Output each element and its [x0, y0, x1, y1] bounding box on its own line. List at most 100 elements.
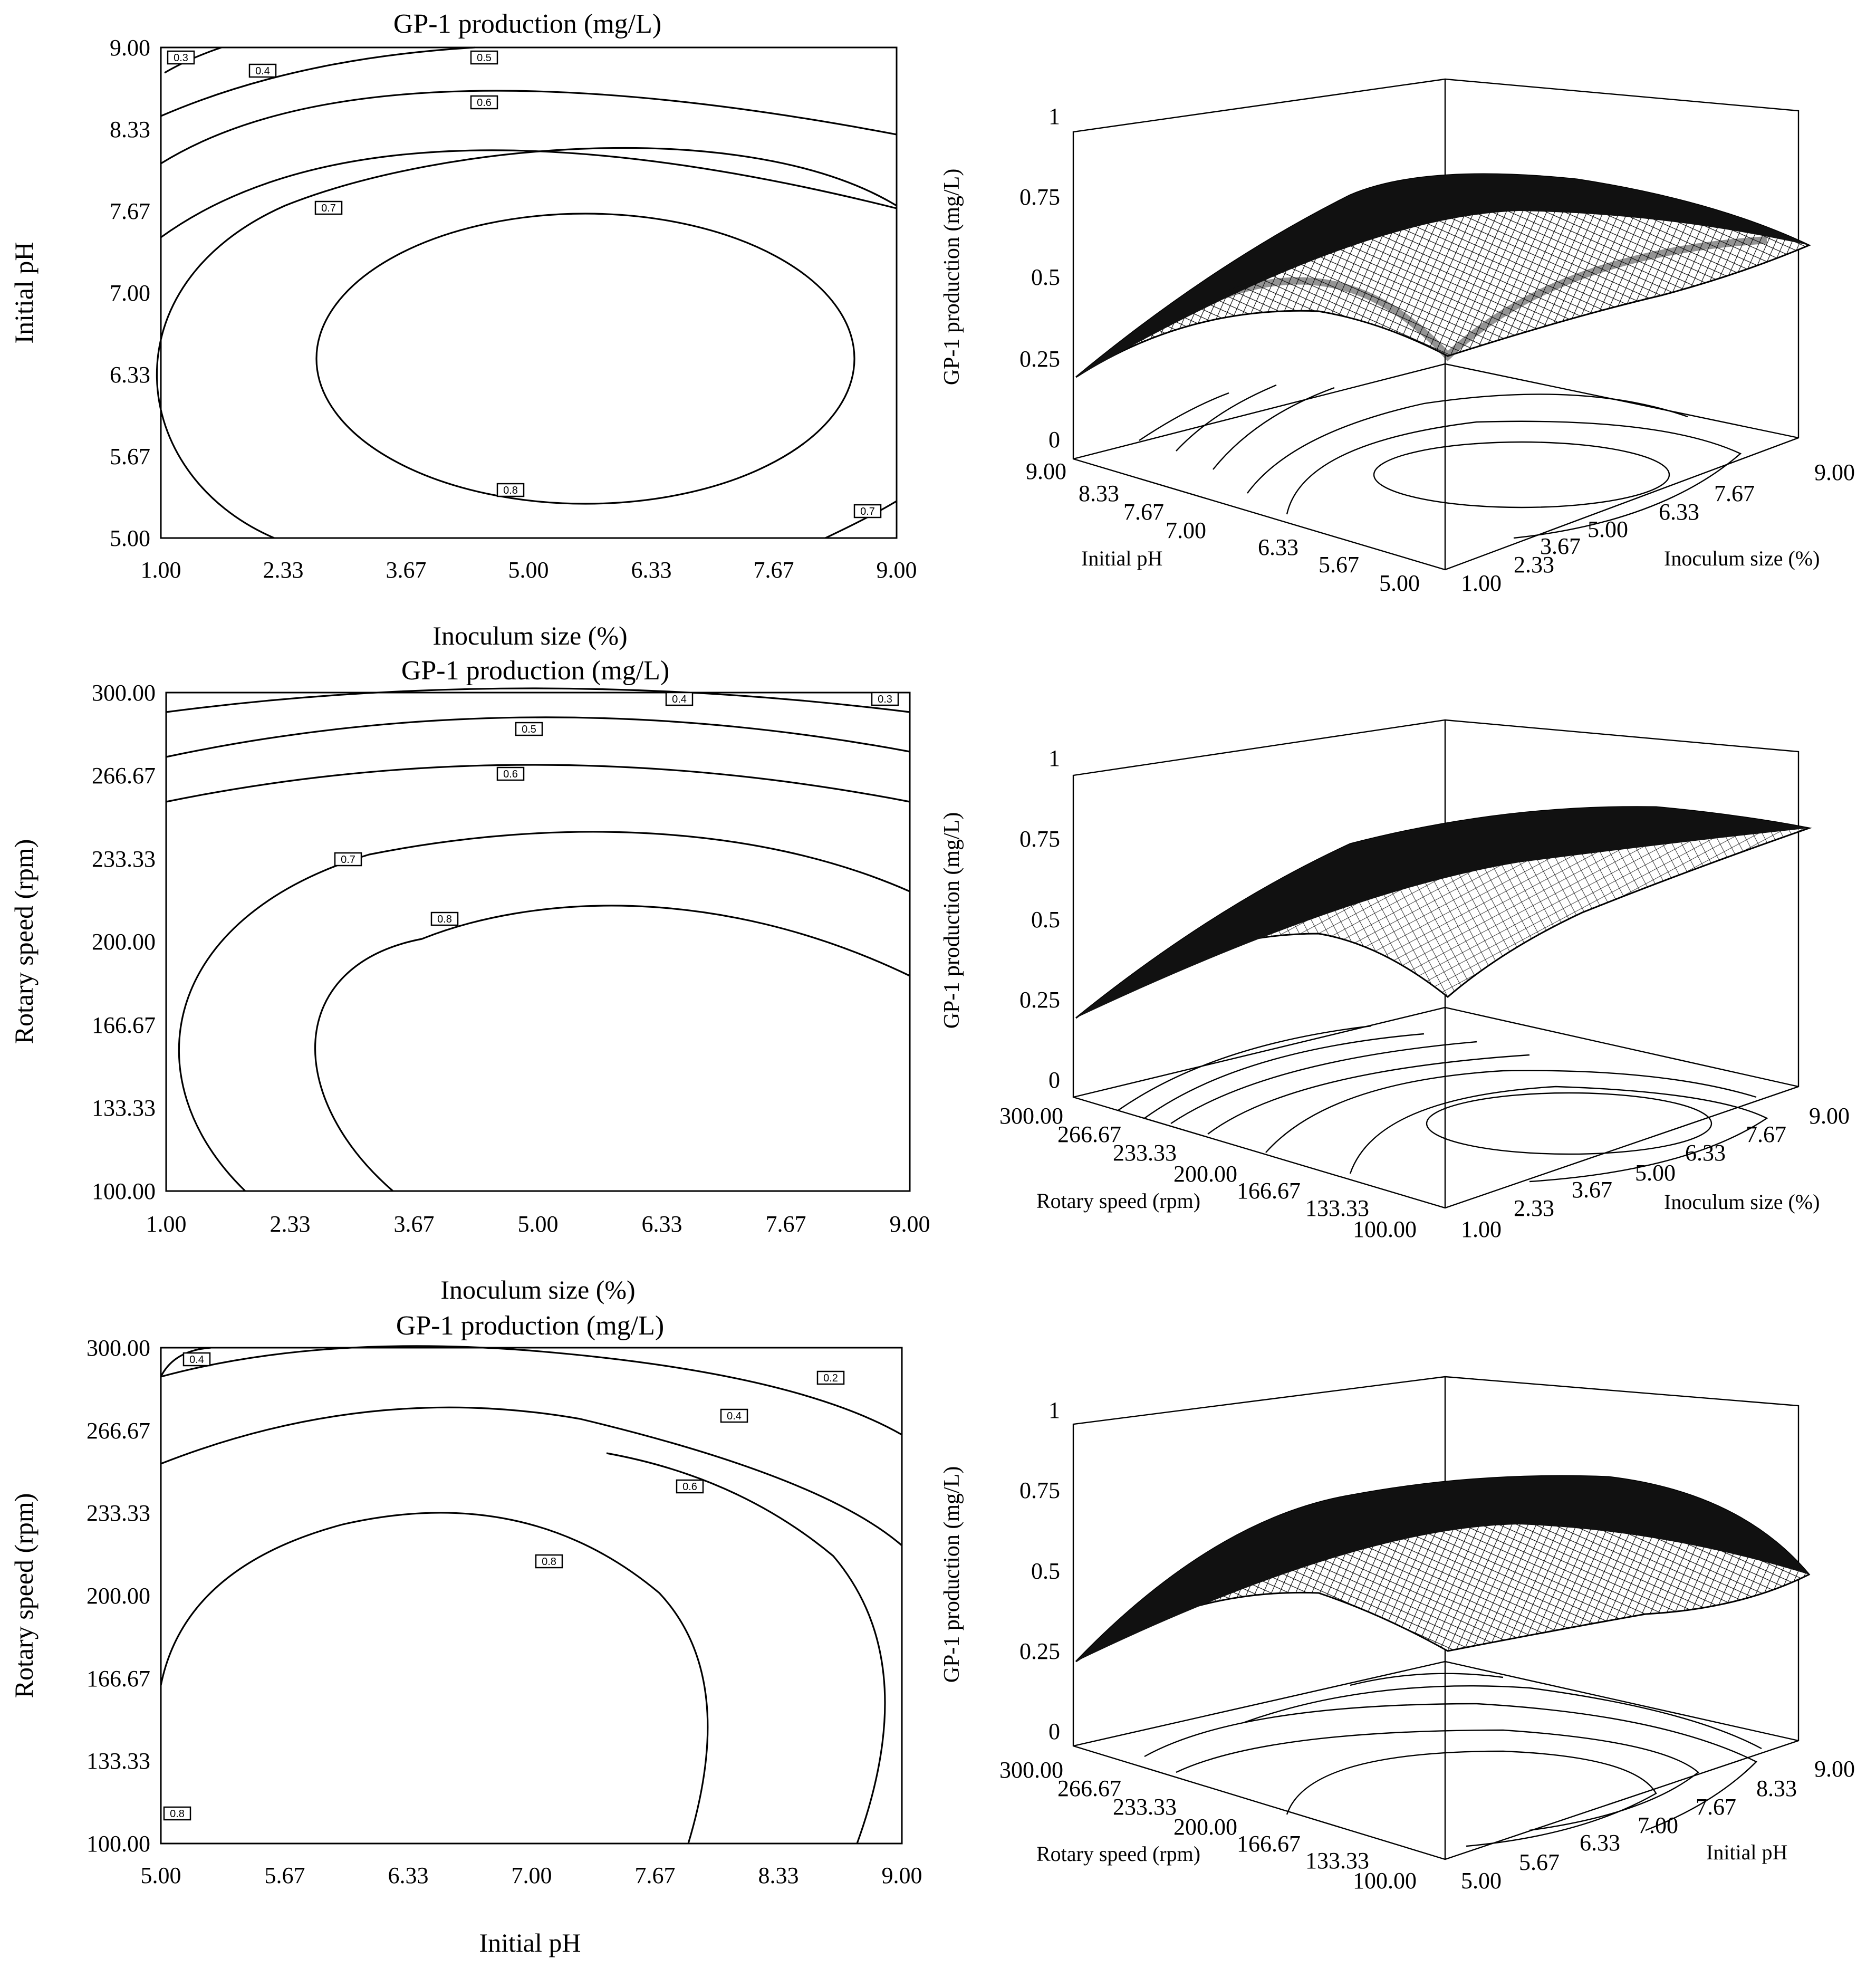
contour-1-y-tick: 5.00	[110, 525, 150, 551]
contour-3-y-tick: 200.00	[86, 1583, 150, 1609]
surface-1-right-tick: 3.67	[1540, 533, 1581, 559]
contour-2-level-label: 0.4	[672, 694, 687, 705]
contour-3-line-0.6	[606, 1452, 886, 1844]
contour-2-lines	[166, 687, 910, 1192]
surface-2-right-tick: 7.67	[1746, 1121, 1786, 1147]
contour-3-level-label-box	[816, 1370, 845, 1385]
contour-3-level-label: 0.4	[727, 1410, 742, 1422]
surface-1-right-tick: 1.00	[1461, 570, 1502, 596]
surface-2-right-tick: 6.33	[1685, 1140, 1726, 1166]
contour-3-level-label: 0.4	[189, 1354, 204, 1366]
contour-3-x-tick: 5.00	[141, 1863, 181, 1888]
surface-1-dense-ridge	[1076, 174, 1809, 377]
contour-1-level-label: 0.7	[860, 506, 875, 517]
contour-1-level-label: 0.7	[321, 203, 336, 214]
contour-3-x-tick: 7.67	[635, 1863, 676, 1888]
surface-3-dense-ridge	[1076, 1476, 1809, 1662]
contour-2-y-tick: 133.33	[92, 1095, 156, 1121]
contour-2-level-label-box	[496, 766, 525, 781]
contour-2-y-tick: 100.00	[92, 1178, 156, 1204]
contour-3-x-tick: 6.33	[388, 1863, 429, 1888]
surface-1-right-tick: 6.33	[1659, 499, 1699, 525]
surface-3-z-tick: 0.75	[1019, 1477, 1060, 1503]
contour-1-y-tick: 6.33	[110, 362, 150, 388]
surface-3-floor-line	[1286, 1750, 1657, 1847]
contour-1-level-labels: 0.3 0.4 0.5 0.6 0.7 0.8 0.7	[167, 50, 882, 519]
contour-2-line-0.6	[166, 764, 910, 803]
contour-2-x-tick: 5.00	[518, 1211, 559, 1237]
surface-3-left-tick: 266.67	[1057, 1775, 1121, 1801]
surface-1-z-ticks: 0 0.25 0.5 0.75 1	[1019, 103, 1060, 453]
surface-2-left-tick: 100.00	[1353, 1216, 1417, 1242]
contour-3-level-label-box	[676, 1479, 704, 1494]
surface-3-right-tick: 5.67	[1519, 1849, 1560, 1875]
surface-3-z-axis-label: GP-1 production (mg/L)	[940, 1466, 964, 1683]
contour-1-line-0.4	[160, 46, 475, 117]
contour-2-level-label-box	[665, 692, 694, 706]
contour-3-x-tick: 5.67	[265, 1863, 305, 1888]
surface-2-floor-line	[1144, 1033, 1425, 1119]
surface-3-right-tick: 7.00	[1638, 1812, 1678, 1838]
surface-3-z-tick: 0.5	[1031, 1558, 1060, 1584]
contour-1-x-tick: 9.00	[877, 557, 917, 583]
contour-3-y-axis-label: Rotary speed (rpm)	[9, 1493, 39, 1698]
contour-1-level-label: 0.3	[174, 52, 188, 64]
contour-1-line-0.7	[156, 147, 897, 539]
surface-3-z-ticks: 0 0.25 0.5 0.75 1	[1019, 1397, 1060, 1744]
contour-1-level-label-box	[496, 483, 525, 497]
contour-2-x-tick: 3.67	[394, 1211, 435, 1237]
contour-2-level-label: 0.6	[503, 769, 518, 780]
surface-1-floor-ellipse	[1373, 441, 1670, 508]
surface-1-left-ticks: 9.00 8.33 7.67 7.00 6.33 5.67 5.00	[1026, 458, 1420, 596]
contour-1-level-label: 0.4	[255, 65, 270, 77]
contour-2-line-0.8	[314, 905, 910, 1192]
contour-1-y-tick: 7.00	[110, 280, 150, 306]
surface-2-left-ticks: 300.00 266.67 233.33 200.00 166.67 133.3…	[999, 1103, 1417, 1242]
contour-3-x-tick: 8.33	[758, 1863, 799, 1888]
contour-3-lines	[160, 1345, 903, 1844]
contour-3-x-axis-label: Initial pH	[479, 1928, 581, 1957]
contour-3-level-label-box	[720, 1408, 748, 1423]
contour-3-x-tick: 9.00	[882, 1863, 922, 1888]
contour-1-line-0.7b	[825, 500, 897, 539]
surface-2-right-ticks: 1.00 2.33 3.67 5.00 6.33 7.67 9.00	[1461, 1103, 1850, 1242]
surface-3-left-tick: 233.33	[1113, 1794, 1177, 1820]
surface-3-right-tick: 9.00	[1814, 1756, 1855, 1782]
contour-3-y-tick: 100.00	[86, 1831, 150, 1857]
surface-2-floor-contours	[1118, 1025, 1768, 1183]
contour-2-x-tick: 1.00	[146, 1211, 187, 1237]
contour-3-level-label: 0.8	[542, 1556, 556, 1568]
contour-panel-1: GP-1 production (mg/L) 1.00 2.33 3.67 5.…	[9, 9, 917, 650]
surface-2-left-tick: 300.00	[999, 1103, 1063, 1129]
contour-1-level-label: 0.8	[503, 485, 518, 496]
contour-1-line-0.8	[315, 213, 855, 505]
surface-panel-2: 0 0.25 0.5 0.75 1 GP-1 production (mg/L)…	[940, 719, 1850, 1242]
surface-3-z-tick: 1	[1048, 1397, 1060, 1423]
contour-2-level-label-box	[871, 692, 899, 706]
surface-3-left-ticks: 300.00 266.67 233.33 200.00 166.67 133.3…	[999, 1757, 1417, 1894]
surface-1-floor-line	[1176, 384, 1277, 452]
contour-1-level-label: 0.5	[477, 52, 492, 64]
surface-2-right-tick: 1.00	[1461, 1216, 1502, 1242]
surface-1-floor-line	[1213, 387, 1335, 470]
contour-panel-3: GP-1 production (mg/L) 5.00 5.67 6.33 7.…	[9, 1311, 922, 1957]
surface-1-left-tick: 5.67	[1319, 552, 1359, 578]
surface-3-right-tick: 6.33	[1580, 1830, 1620, 1856]
surface-1-right-tick: 2.33	[1514, 552, 1554, 578]
surface-3-left-tick: 200.00	[1173, 1814, 1237, 1840]
contour-1-level-label-box	[470, 95, 498, 110]
contour-2-y-tick: 300.00	[92, 680, 156, 706]
surface-1-left-tick: 8.33	[1079, 481, 1119, 506]
contour-3-y-tick: 300.00	[86, 1335, 150, 1361]
contour-2-y-tick: 266.67	[92, 763, 156, 789]
surface-1-z-tick: 0	[1048, 427, 1060, 453]
contour-2-level-label: 0.5	[522, 724, 536, 735]
surface-3-left-tick: 300.00	[999, 1757, 1063, 1783]
surface-2-floor-ellipse	[1426, 1092, 1713, 1155]
contour-1-line-0.6	[160, 149, 897, 238]
surface-1-right-tick: 7.67	[1714, 481, 1755, 506]
surface-panel-1: 0 0.25 0.5 0.75 1 GP-1 production (mg/L)…	[940, 78, 1855, 596]
surface-1-right-ticks: 1.00 2.33 3.67 5.00 6.33 7.67 9.00	[1461, 459, 1855, 596]
contour-1-level-label-box	[167, 50, 195, 65]
contour-1-x-axis-label: Inoculum size (%)	[432, 621, 627, 650]
